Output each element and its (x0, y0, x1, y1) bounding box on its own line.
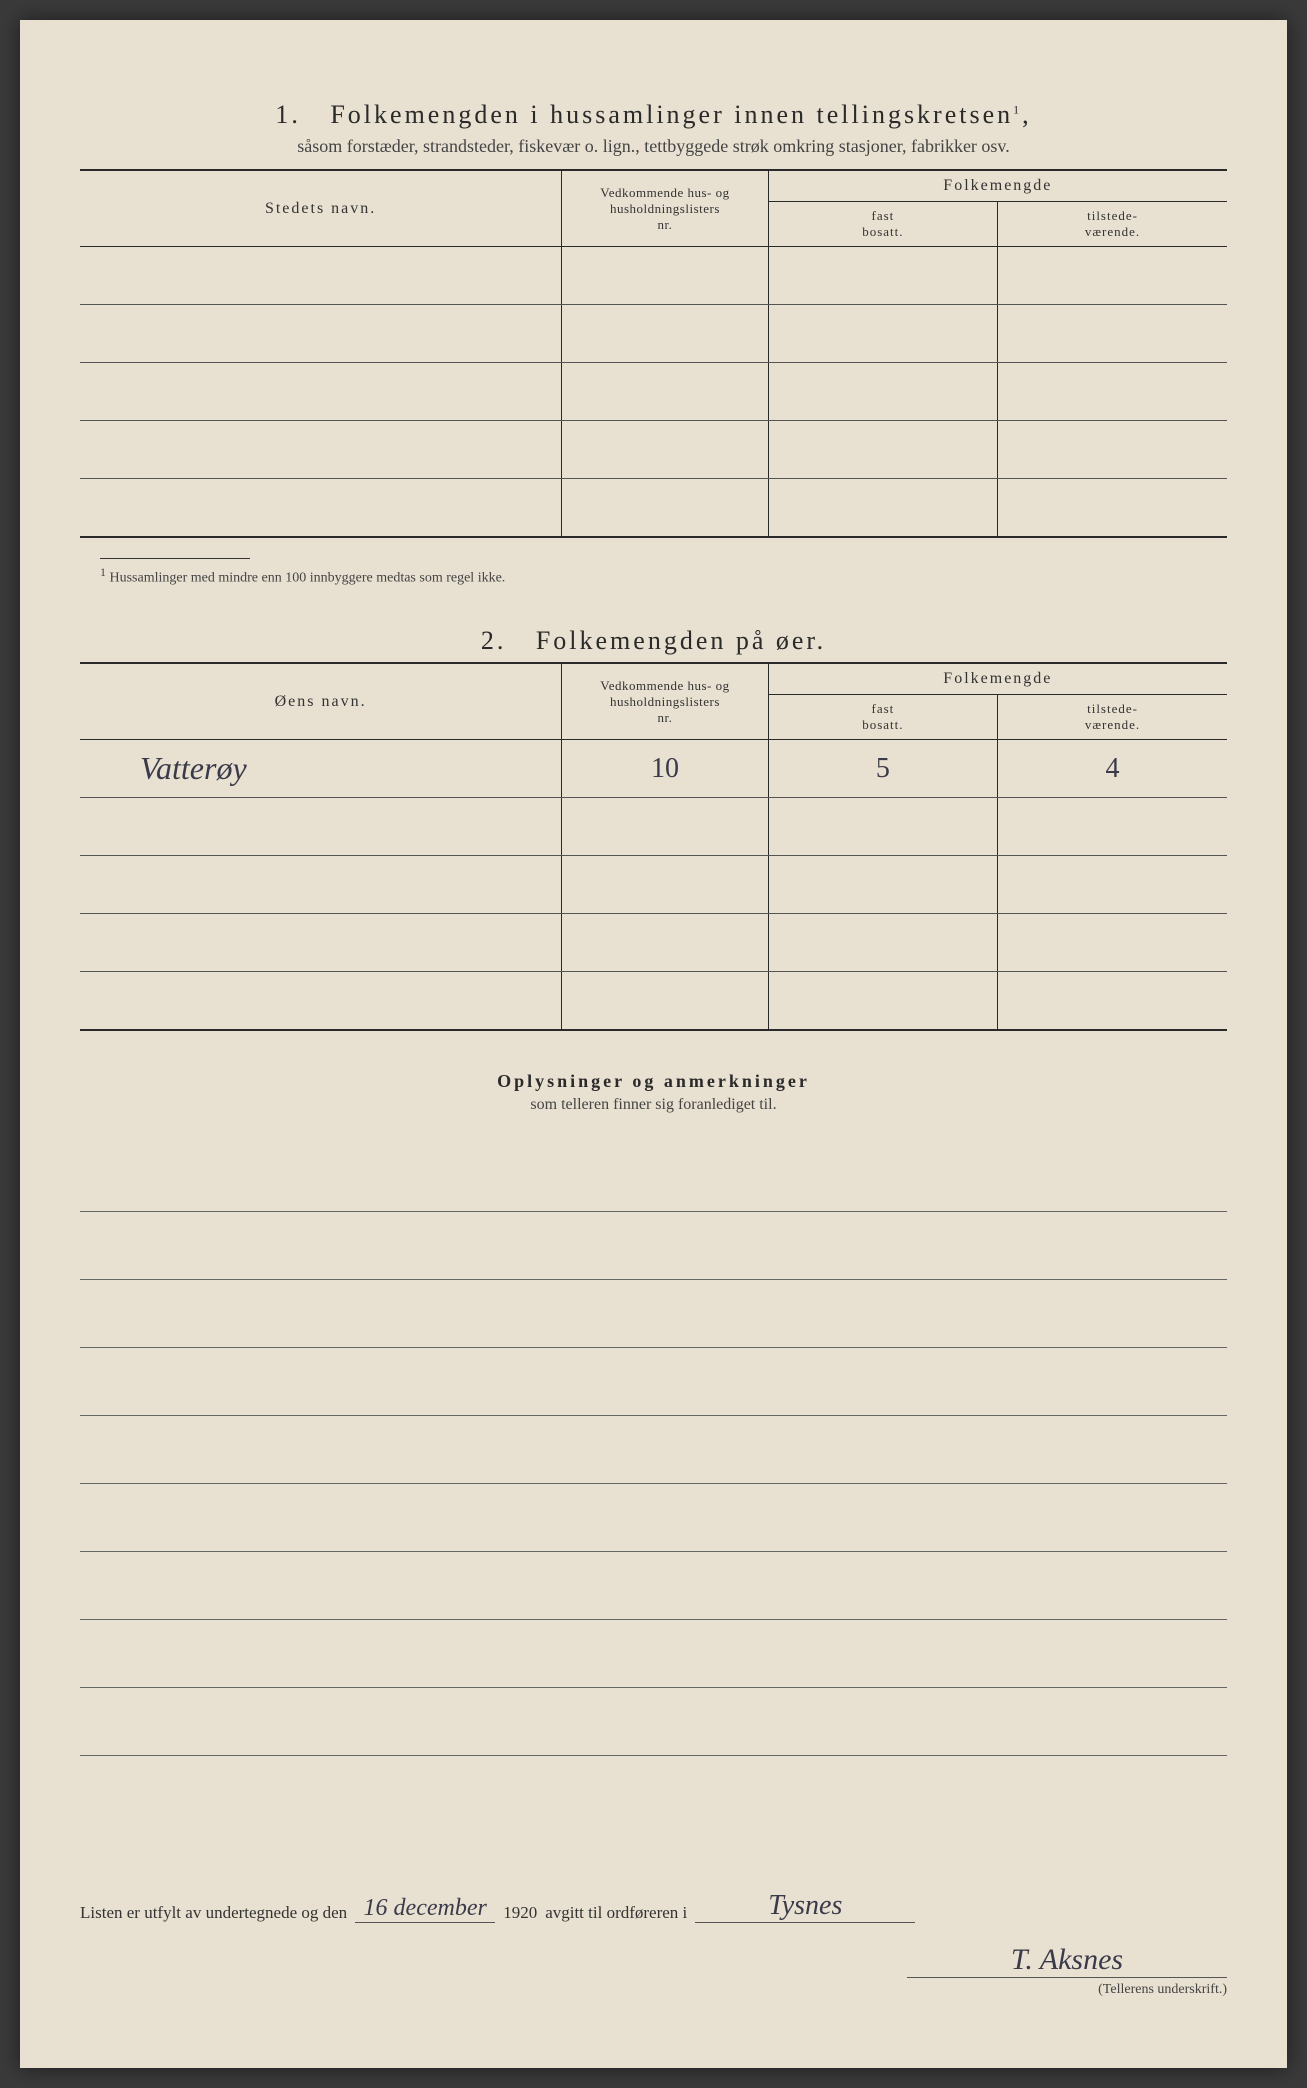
section2-title-text: Folkemengden på øer. (536, 626, 826, 655)
footer-line: Listen er utfylt av undertegnede og den … (80, 1890, 1227, 1923)
table-row (80, 856, 1227, 914)
signature-area: T. Aksnes (Tellerens underskrift.) (80, 1943, 1227, 1998)
remarks-line (80, 1212, 1227, 1280)
signature-label: (Tellerens underskrift.) (80, 1982, 1227, 1998)
remarks-line (80, 1348, 1227, 1416)
table-row: Vatterøy 10 5 4 (80, 740, 1227, 798)
remarks-line (80, 1552, 1227, 1620)
footer-prefix: Listen er utfylt av undertegnede og den (80, 1903, 347, 1923)
footnote: 1 Hussamlinger med mindre enn 100 innbyg… (80, 558, 1227, 587)
col-nr2: Vedkommende hus- og husholdningslisters … (562, 663, 768, 740)
footer-date: 16 december (355, 1895, 495, 1923)
section-hussamlinger: 1. Folkemengden i hussamlinger innen tel… (80, 100, 1227, 586)
col-oens-navn: Øens navn. (80, 663, 562, 740)
footer-year: 1920 (503, 1903, 537, 1923)
section-oer: 2. Folkemengden på øer. Øens navn. Vedko… (80, 626, 1227, 1031)
footnote-marker: 1 (100, 565, 106, 579)
col-folkemengde: Folkemengde (768, 170, 1227, 202)
table-row (80, 247, 1227, 305)
island-nr: 10 (562, 740, 768, 798)
table-hussamlinger: Stedets navn. Vedkommende hus- og hushol… (80, 169, 1227, 538)
table-row (80, 914, 1227, 972)
footer: Listen er utfylt av undertegnede og den … (80, 1890, 1227, 1998)
document-page: 1. Folkemengden i hussamlinger innen tel… (20, 20, 1287, 2068)
table-row (80, 479, 1227, 537)
table-row (80, 421, 1227, 479)
remarks-line (80, 1416, 1227, 1484)
table-row (80, 798, 1227, 856)
col-fast2: fast bosatt. (768, 695, 997, 740)
col-stedets-navn: Stedets navn. (80, 170, 562, 247)
remarks-line (80, 1484, 1227, 1552)
col-tilstede2: tilstede- værende. (998, 695, 1227, 740)
signature: T. Aksnes (907, 1943, 1227, 1978)
footnote-rule (100, 558, 250, 559)
remarks-line (80, 1620, 1227, 1688)
section2-number: 2. (481, 626, 507, 655)
remarks-subtitle: som telleren finner sig foranlediget til… (80, 1096, 1227, 1114)
remarks-title: Oplysninger og anmerkninger (80, 1071, 1227, 1092)
section1-title-text: Folkemengden i hussamlinger innen tellin… (330, 100, 1013, 129)
table-row (80, 363, 1227, 421)
footer-middle: avgitt til ordføreren i (545, 1903, 687, 1923)
section2-title: 2. Folkemengden på øer. (80, 626, 1227, 656)
island-name: Vatterøy (80, 740, 562, 798)
section1-number: 1. (275, 100, 301, 129)
table-oer: Øens navn. Vedkommende hus- og husholdni… (80, 662, 1227, 1031)
footnote-text: Hussamlinger med mindre enn 100 innbygge… (110, 570, 506, 585)
section1-subtitle: såsom forstæder, strandsteder, fiskevær … (80, 136, 1227, 157)
table-row (80, 305, 1227, 363)
col-nr: Vedkommende hus- og husholdningslisters … (562, 170, 768, 247)
col-folkemengde2: Folkemengde (768, 663, 1227, 695)
col-tilstede: tilstede- værende. (998, 202, 1227, 247)
section1-title: 1. Folkemengden i hussamlinger innen tel… (80, 100, 1227, 130)
remarks-lines (80, 1144, 1227, 1756)
table-row (80, 972, 1227, 1030)
remarks-line (80, 1688, 1227, 1756)
col-fast: fast bosatt. (768, 202, 997, 247)
section1-sup: 1 (1013, 102, 1022, 116)
island-til: 4 (998, 740, 1227, 798)
remarks-line (80, 1280, 1227, 1348)
island-fast: 5 (768, 740, 997, 798)
remarks-line (80, 1144, 1227, 1212)
footer-place: Tysnes (695, 1890, 915, 1923)
